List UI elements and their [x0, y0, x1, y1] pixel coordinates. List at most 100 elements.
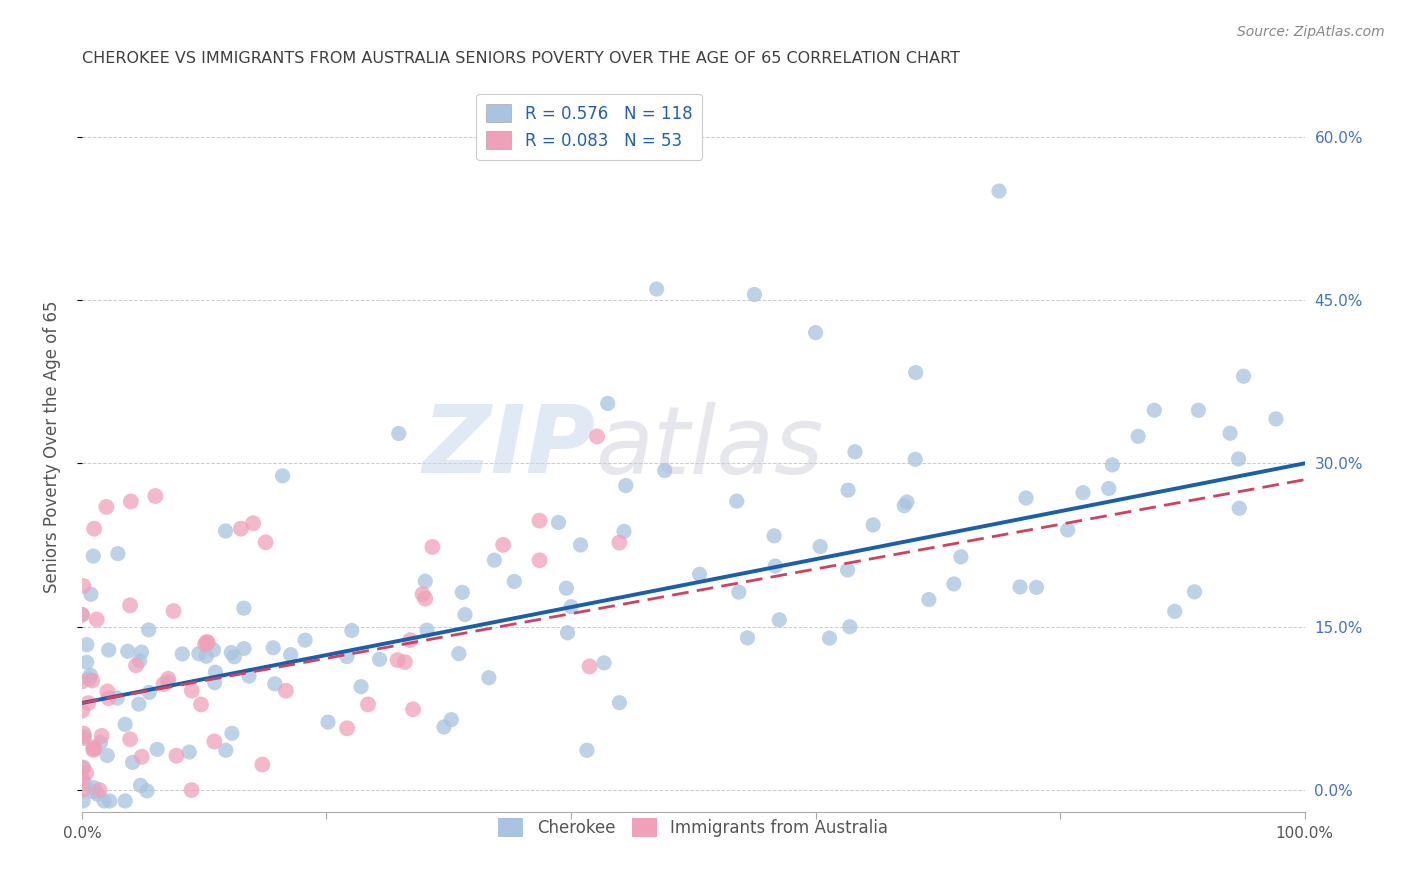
Point — [613, 524, 636, 539]
Point — [70, 761, 93, 775]
Point — [72, 794, 94, 808]
Point — [280, 648, 302, 662]
Point — [89, 783, 111, 797]
Point — [274, 683, 297, 698]
Point — [918, 592, 941, 607]
Point — [645, 282, 668, 296]
Point — [70, 674, 93, 689]
Point — [156, 674, 179, 689]
Point — [838, 620, 860, 634]
Point — [387, 653, 409, 667]
Point — [763, 559, 786, 574]
Point — [447, 647, 470, 661]
Point — [340, 624, 363, 638]
Point — [146, 742, 169, 756]
Point — [82, 549, 104, 563]
Text: ZIP: ZIP — [423, 401, 596, 493]
Point — [75, 765, 97, 780]
Point — [388, 426, 411, 441]
Point — [1219, 426, 1241, 441]
Point — [529, 553, 551, 567]
Point — [1143, 403, 1166, 417]
Point — [98, 794, 121, 808]
Point — [93, 794, 115, 808]
Point — [233, 641, 256, 656]
Point — [97, 691, 120, 706]
Point — [1164, 604, 1187, 618]
Point — [252, 757, 274, 772]
Text: Source: ZipAtlas.com: Source: ZipAtlas.com — [1237, 25, 1385, 39]
Point — [399, 633, 422, 648]
Point — [593, 656, 616, 670]
Point — [83, 780, 105, 795]
Point — [79, 668, 101, 682]
Point — [70, 704, 93, 718]
Point — [1232, 369, 1254, 384]
Point — [808, 540, 831, 554]
Point — [440, 713, 463, 727]
Point — [197, 635, 219, 649]
Point — [725, 494, 748, 508]
Point — [221, 646, 243, 660]
Point — [254, 535, 277, 549]
Point — [195, 635, 218, 649]
Point — [575, 743, 598, 757]
Point — [893, 499, 915, 513]
Point — [492, 538, 515, 552]
Point — [413, 574, 436, 589]
Text: CHEROKEE VS IMMIGRANTS FROM AUSTRALIA SENIORS POVERTY OVER THE AGE OF 65 CORRELA: CHEROKEE VS IMMIGRANTS FROM AUSTRALIA SE… — [82, 51, 960, 66]
Point — [229, 522, 252, 536]
Point — [614, 478, 637, 492]
Point — [1098, 482, 1121, 496]
Point — [413, 591, 436, 606]
Point — [294, 633, 316, 648]
Point — [271, 468, 294, 483]
Point — [1265, 412, 1288, 426]
Point — [72, 579, 94, 593]
Point — [70, 607, 93, 622]
Point — [96, 500, 118, 514]
Point — [586, 429, 609, 443]
Point — [152, 677, 174, 691]
Point — [82, 740, 104, 755]
Point — [484, 553, 506, 567]
Point — [125, 658, 148, 673]
Point — [157, 672, 180, 686]
Point — [412, 587, 434, 601]
Point — [77, 672, 100, 686]
Point — [768, 613, 790, 627]
Point — [727, 585, 749, 599]
Point — [818, 631, 841, 645]
Point — [179, 745, 201, 759]
Point — [503, 574, 526, 589]
Point — [86, 612, 108, 626]
Point — [128, 654, 150, 668]
Point — [195, 649, 218, 664]
Point — [96, 748, 118, 763]
Point — [121, 756, 143, 770]
Point — [336, 721, 359, 735]
Point — [72, 760, 94, 774]
Point — [433, 720, 456, 734]
Point — [114, 717, 136, 731]
Point — [89, 735, 111, 749]
Legend: Cherokee, Immigrants from Australia: Cherokee, Immigrants from Australia — [492, 812, 894, 844]
Point — [96, 684, 118, 698]
Point — [204, 665, 226, 680]
Point — [763, 529, 786, 543]
Point — [238, 669, 260, 683]
Point — [180, 683, 202, 698]
Text: atlas: atlas — [596, 401, 824, 492]
Point — [263, 677, 285, 691]
Point — [368, 652, 391, 666]
Point — [896, 495, 918, 509]
Point — [1015, 491, 1038, 505]
Point — [609, 535, 631, 549]
Point — [76, 655, 98, 669]
Point — [578, 659, 600, 673]
Point — [454, 607, 477, 622]
Point — [105, 691, 128, 706]
Point — [202, 643, 225, 657]
Point — [73, 776, 96, 790]
Point — [131, 749, 153, 764]
